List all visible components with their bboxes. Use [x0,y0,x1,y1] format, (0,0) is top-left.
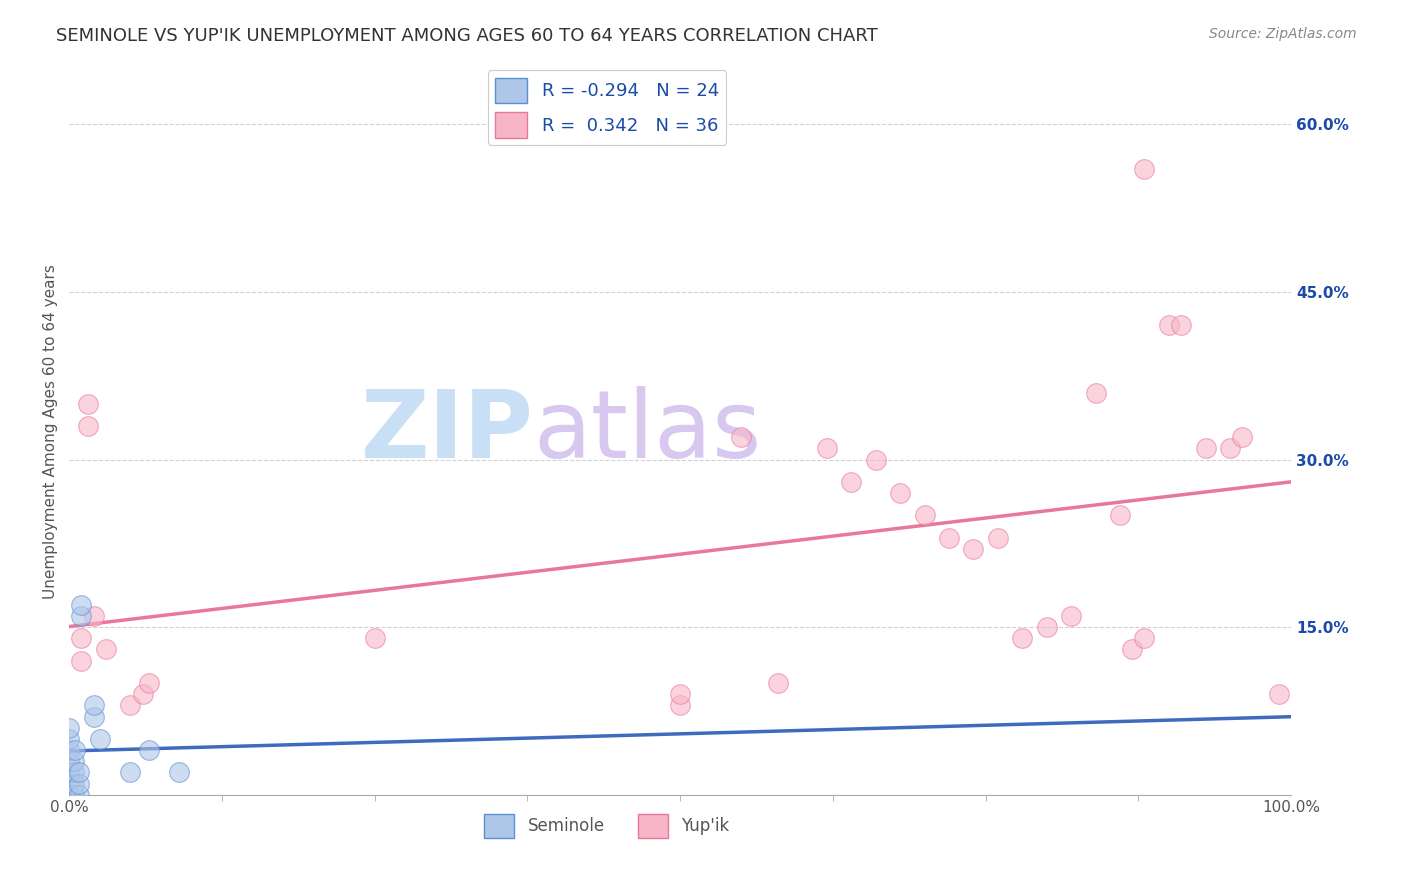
Point [889,486,911,500]
Text: atlas: atlas [533,385,762,477]
Point [67,788,90,802]
Point [76,397,98,411]
Point [83,609,105,624]
Point [58,731,80,746]
Point [363,632,385,646]
Point [58,754,80,768]
Point [58,788,80,802]
Text: SEMINOLE VS YUP'IK UNEMPLOYMENT AMONG AGES 60 TO 64 YEARS CORRELATION CHART: SEMINOLE VS YUP'IK UNEMPLOYMENT AMONG AG… [56,27,877,45]
Point [1011,632,1033,646]
Point [766,676,789,690]
Point [1060,609,1083,624]
Point [120,698,142,713]
Point [167,765,190,780]
Point [70,609,93,624]
Point [1170,318,1192,333]
Point [89,731,111,746]
Point [138,676,160,690]
Point [131,687,153,701]
Point [1109,508,1132,523]
Point [730,430,752,444]
Point [1133,632,1156,646]
Point [1268,687,1291,701]
Point [120,765,142,780]
Point [1133,162,1156,177]
Point [1157,318,1180,333]
Point [67,776,90,790]
Point [63,788,86,802]
Point [914,508,936,523]
Point [70,632,93,646]
Point [58,776,80,790]
Point [1121,642,1143,657]
Point [70,654,93,668]
Text: ZIP: ZIP [361,385,533,477]
Point [1219,442,1241,456]
Point [839,475,862,489]
Point [1194,442,1216,456]
Text: Source: ZipAtlas.com: Source: ZipAtlas.com [1209,27,1357,41]
Point [58,788,80,802]
Point [962,541,984,556]
Point [83,709,105,723]
Point [58,743,80,757]
Point [987,531,1010,545]
Point [58,721,80,735]
Point [94,642,117,657]
Point [65,743,87,757]
Y-axis label: Unemployment Among Ages 60 to 64 years: Unemployment Among Ages 60 to 64 years [44,264,58,599]
Point [865,452,887,467]
Point [1084,385,1107,400]
Point [67,765,90,780]
Point [76,419,98,434]
Point [138,743,160,757]
Point [83,698,105,713]
Point [669,698,692,713]
Point [63,776,86,790]
Point [63,765,86,780]
Point [58,765,80,780]
Point [70,598,93,612]
Point [815,442,838,456]
Point [1232,430,1254,444]
Point [938,531,960,545]
Legend: Seminole, Yup'ik: Seminole, Yup'ik [478,807,737,845]
Point [1035,620,1057,634]
Point [63,754,86,768]
Point [669,687,692,701]
